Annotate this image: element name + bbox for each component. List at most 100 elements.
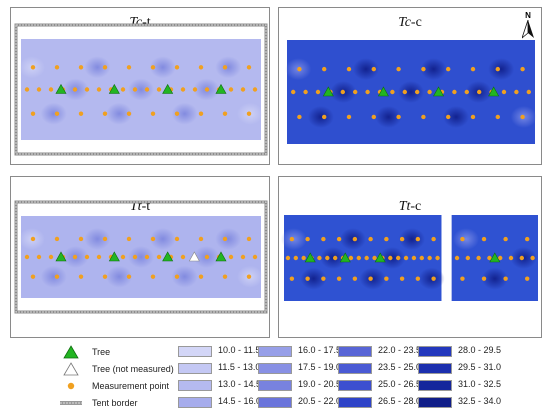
measurement-point — [364, 255, 369, 261]
measurement-point — [346, 66, 352, 72]
temperature-blob — [481, 267, 508, 290]
measurement-point — [198, 236, 204, 242]
tree-marker — [339, 252, 351, 263]
measurement-point — [305, 276, 310, 281]
legend-class-swatch — [338, 363, 372, 374]
panel-title: Tt-t — [129, 199, 151, 214]
legend-class-label: 20.5 - 22.0 — [298, 396, 342, 406]
measurement-point — [54, 236, 60, 242]
temperature-blob — [106, 265, 133, 288]
legend-class-swatch — [178, 346, 212, 357]
measurement-point — [222, 111, 228, 116]
tree-marker — [108, 251, 120, 262]
measurement-point — [352, 236, 358, 242]
legend-class-swatch — [258, 346, 292, 357]
measurement-point — [371, 66, 376, 72]
measurement-point — [399, 236, 405, 242]
measurement-point — [102, 236, 108, 242]
legend-class-swatch — [178, 380, 212, 391]
measurement-point — [30, 274, 36, 279]
temperature-blob — [171, 265, 198, 288]
legend-class-swatch — [418, 380, 452, 391]
measurement-point — [174, 274, 180, 279]
measurement-point — [495, 66, 500, 72]
measurement-point — [126, 65, 132, 70]
legend-class-label: 11.5 - 13.0 — [218, 362, 261, 372]
surface-map — [14, 23, 268, 156]
measurement-point — [252, 87, 258, 92]
temperature-blob — [443, 105, 470, 128]
tree-marker — [488, 86, 500, 97]
measurement-point — [126, 236, 132, 242]
surface-map — [14, 200, 268, 314]
measurement-point — [395, 255, 401, 261]
measurement-point — [530, 255, 535, 261]
measurement-point — [431, 276, 436, 281]
legend-class-label: 26.5 - 28.0 — [378, 396, 422, 406]
measurement-point — [174, 65, 180, 70]
measurement-point — [470, 66, 476, 72]
temperature-blob — [40, 102, 67, 125]
measurement-point — [204, 254, 210, 260]
measurement-point — [240, 254, 246, 260]
measurement-point — [477, 89, 482, 95]
tree-marker — [433, 86, 445, 97]
temperature-blob — [128, 78, 154, 101]
measurement-point — [30, 65, 36, 70]
temperature-blob — [128, 246, 154, 268]
measurement-point — [508, 255, 514, 261]
legend-class-label: 25.0 - 26.5 — [378, 379, 422, 389]
measurement-point — [520, 114, 525, 120]
temperature-blob — [375, 105, 402, 128]
measurement-point — [476, 255, 481, 261]
measurement-point — [317, 255, 322, 261]
measurement-point — [520, 66, 525, 72]
measurement-point — [48, 254, 54, 260]
measurement-point — [78, 236, 84, 242]
measurement-point — [372, 255, 377, 261]
measurement-point — [460, 236, 465, 242]
tree-icon — [63, 345, 79, 359]
tree-marker — [304, 252, 316, 263]
measurement-point — [415, 276, 421, 281]
legend-class-label: 19.0 - 20.5 — [298, 379, 342, 389]
measurement-point — [384, 236, 389, 242]
measurement-point — [460, 276, 465, 281]
legend-class-label: 17.5 - 19.0 — [298, 362, 342, 372]
measurement-point — [289, 276, 295, 281]
measurement-point — [427, 255, 432, 261]
measurement-point — [452, 89, 457, 95]
measurement-point — [240, 87, 246, 92]
legend-class-swatch — [338, 380, 372, 391]
measurement-point — [495, 114, 500, 120]
measurement-point — [352, 276, 358, 281]
measurement-point — [246, 274, 252, 279]
measurement-point — [48, 87, 54, 92]
measurement-point — [84, 254, 90, 260]
measurement-point — [72, 254, 78, 260]
legend-class-label: 22.0 - 23.5 — [378, 345, 422, 355]
measurement-point — [487, 255, 492, 261]
map-panel-tc-t: Tc-t — [10, 7, 270, 165]
measurement-point — [246, 236, 252, 242]
measurement-point — [501, 89, 507, 95]
surface-map — [280, 215, 538, 301]
temperature-blob — [84, 227, 111, 250]
legend-class-label: 13.0 - 14.5 — [218, 379, 262, 389]
measurement-point — [348, 255, 354, 261]
measurement-point — [222, 236, 228, 242]
temperature-blob — [149, 227, 176, 250]
measurement-point — [24, 254, 30, 260]
measurement-point — [525, 236, 530, 242]
legend: Tree Tree (not measured) Measurement poi… — [60, 343, 540, 415]
temperature-blob — [84, 56, 111, 79]
measurement-point — [54, 274, 60, 279]
measurement-point — [174, 111, 180, 116]
north-arrow: N — [521, 11, 535, 42]
measurement-point — [301, 255, 306, 261]
measurement-point — [446, 114, 451, 120]
tree-outline-icon — [63, 362, 79, 376]
measurement-point — [346, 114, 352, 120]
measurement-point — [368, 276, 373, 281]
measurement-point — [150, 65, 156, 70]
